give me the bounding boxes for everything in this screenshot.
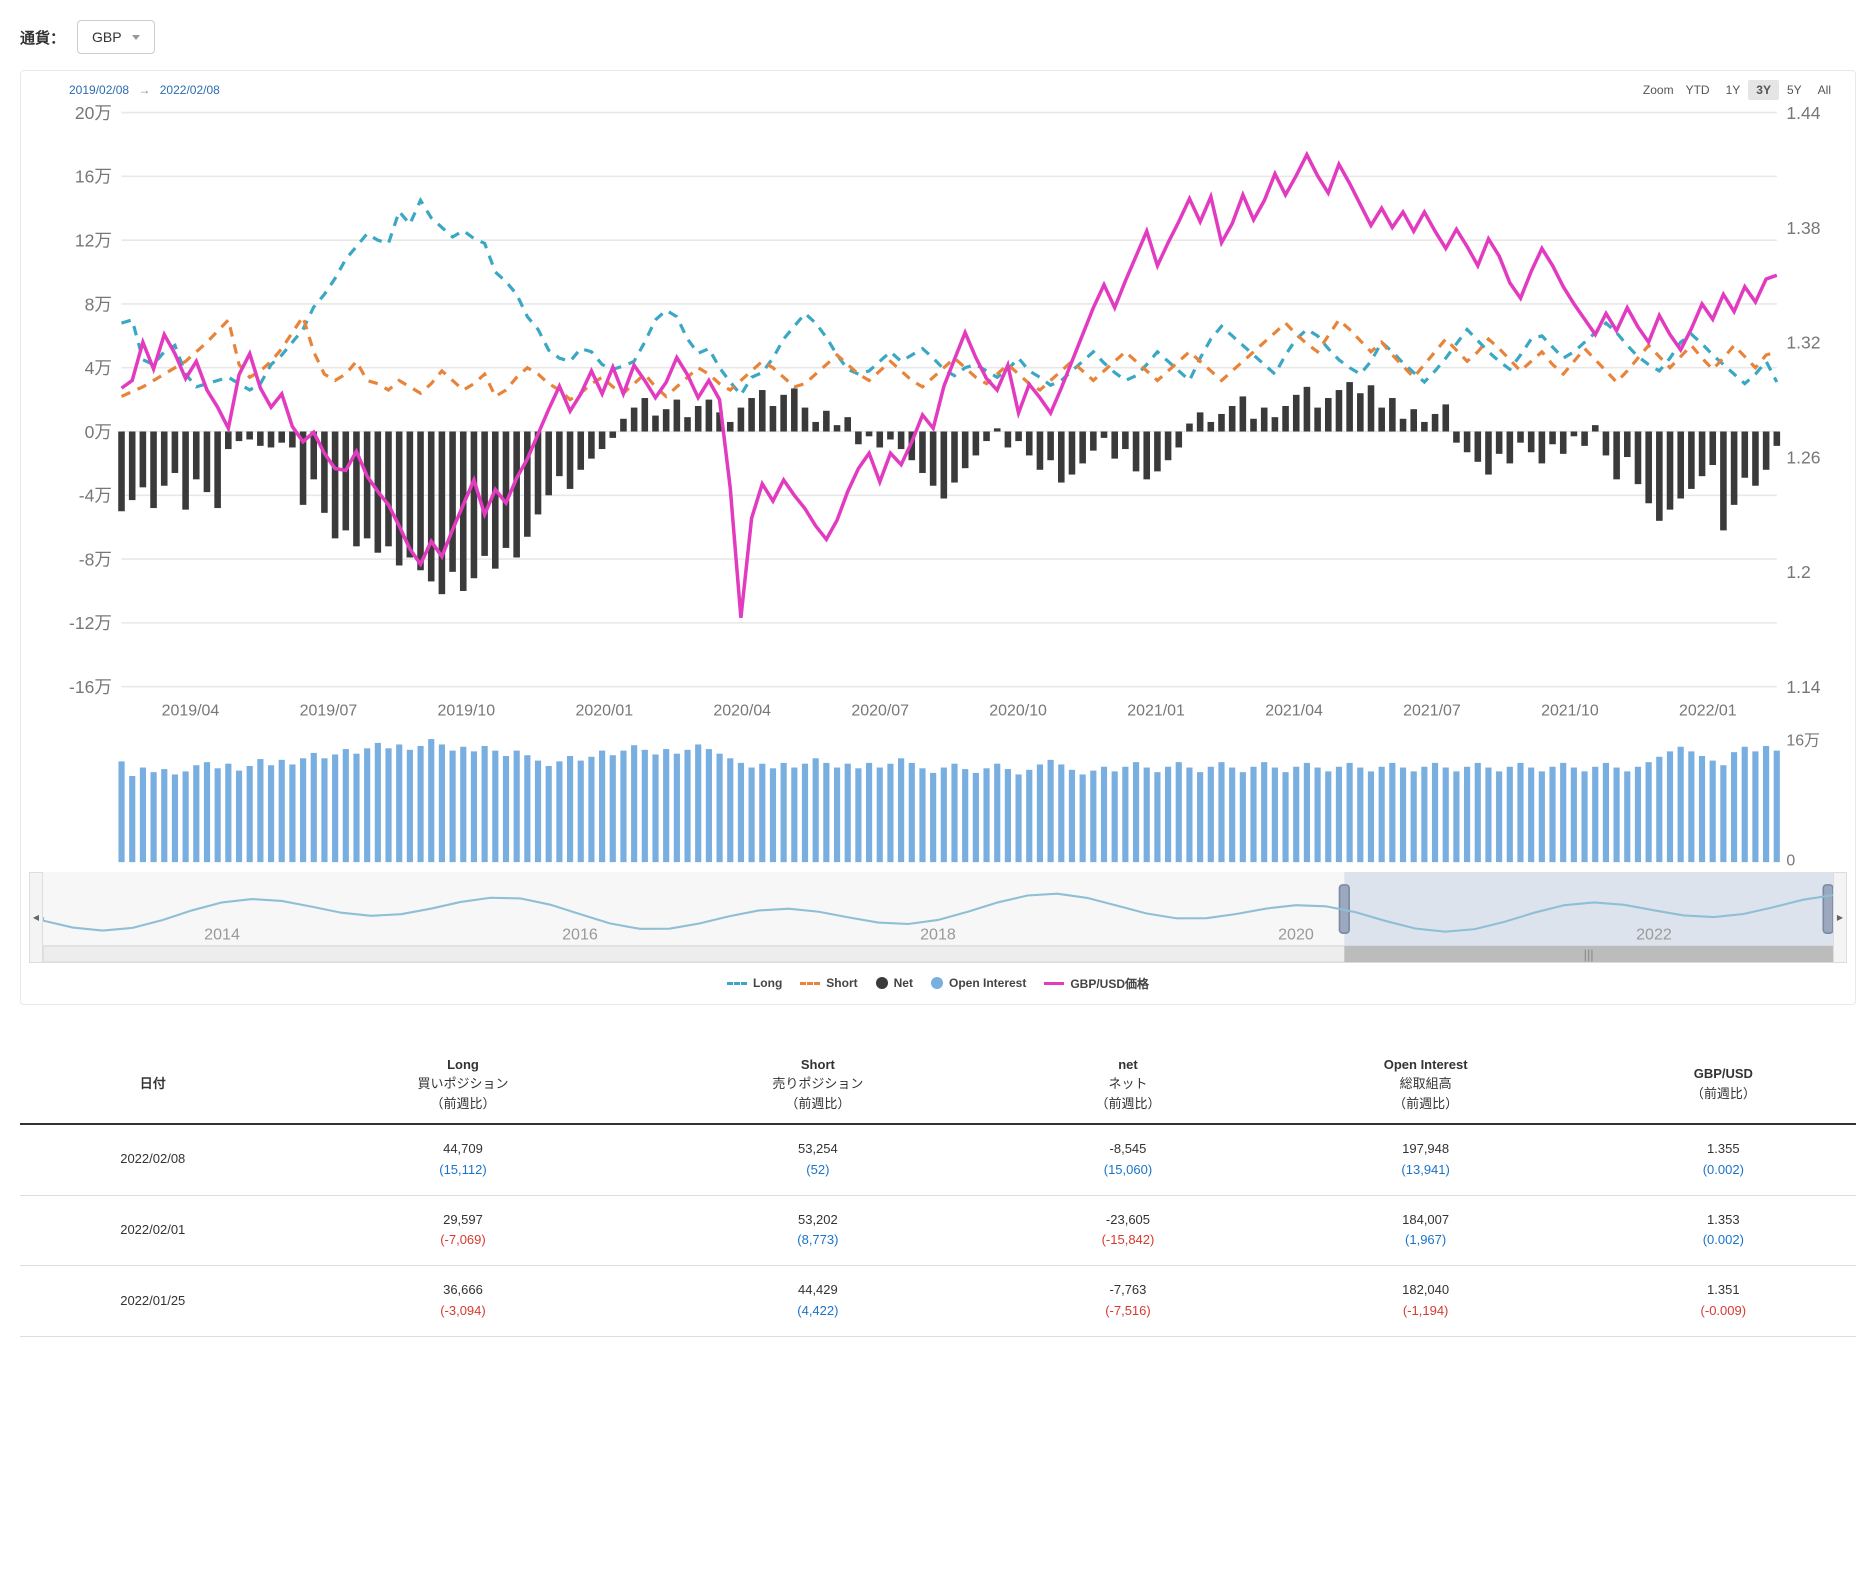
svg-text:-16万: -16万 [69,677,112,697]
svg-text:4万: 4万 [85,358,112,378]
svg-text:2022: 2022 [1636,926,1672,944]
arrow-right-icon: → [138,83,150,97]
svg-text:|||: ||| [1584,947,1594,962]
svg-text:2018: 2018 [920,926,956,944]
col-oi: Open Interest総取組高（前週比） [1261,1045,1591,1125]
svg-text:12万: 12万 [75,231,112,251]
legend-price[interactable]: GBP/USD価格 [1044,975,1149,992]
svg-text:2020/01: 2020/01 [575,702,633,719]
table-row: 2022/02/0129,597(-7,069)53,202(8,773)-23… [20,1195,1856,1266]
main-chart[interactable]: 20万 16万 12万 8万 4万 0万 -4万 -8万 -12万 -16万 1.44 1.38 1.3… [29,103,1847,725]
svg-text:1.32: 1.32 [1786,333,1820,353]
svg-text:1.14: 1.14 [1786,677,1820,697]
svg-text:2014: 2014 [204,926,240,944]
zoom-controls: Zoom YTD1Y3Y5YAll [1643,83,1839,97]
svg-text:16万: 16万 [75,167,112,187]
col-long: Long買いポジション（前週比） [286,1045,641,1125]
svg-text:2019/07: 2019/07 [300,702,358,719]
navigator-chart[interactable]: ||| 2014 2016 2018 2020 2022 [43,872,1833,962]
date-range: 2019/02/08 → 2022/02/08 [69,83,220,97]
svg-text:2020/10: 2020/10 [989,702,1047,719]
table-row: 2022/02/0844,709(15,112)53,254(52)-8,545… [20,1124,1856,1195]
svg-text:2019/10: 2019/10 [438,702,496,719]
svg-text:2016: 2016 [562,926,598,944]
legend-oi[interactable]: Open Interest [931,976,1026,990]
date-to[interactable]: 2022/02/08 [160,83,220,97]
svg-text:2022/01: 2022/01 [1679,702,1737,719]
svg-text:0: 0 [1786,852,1795,868]
legend-short[interactable]: Short [800,976,857,990]
svg-text:2020/04: 2020/04 [713,702,771,719]
svg-text:2020: 2020 [1278,926,1314,944]
currency-value: GBP [92,29,122,45]
col-price: GBP/USD（前週比） [1591,1045,1856,1125]
nav-right-icon[interactable]: ▶ [1833,872,1847,962]
zoom-all[interactable]: All [1810,80,1839,100]
currency-header: 通貨： GBP [20,20,1856,54]
svg-text:0万: 0万 [85,422,112,442]
svg-text:2021/01: 2021/01 [1127,702,1185,719]
zoom-label: Zoom [1643,83,1674,97]
svg-text:16万: 16万 [1786,732,1820,749]
navigator[interactable]: ◀ ||| 2014 2016 2018 2020 2022 ▶ [29,872,1847,962]
legend-net[interactable]: Net [876,976,913,990]
data-table: 日付Long買いポジション（前週比）Short売りポジション（前週比）netネッ… [20,1045,1856,1337]
svg-text:2021/04: 2021/04 [1265,702,1323,719]
col-short: Short売りポジション（前週比） [640,1045,995,1125]
svg-text:2021/07: 2021/07 [1403,702,1461,719]
zoom-1y[interactable]: 1Y [1718,80,1749,100]
zoom-5y[interactable]: 5Y [1779,80,1810,100]
zoom-ytd[interactable]: YTD [1678,80,1718,100]
svg-text:8万: 8万 [85,294,112,314]
open-interest-chart[interactable]: 16万 0 [29,725,1847,869]
svg-text:1.38: 1.38 [1786,218,1820,238]
chevron-down-icon [132,35,140,40]
date-from[interactable]: 2019/02/08 [69,83,129,97]
svg-text:20万: 20万 [75,103,112,123]
svg-text:-12万: -12万 [69,613,112,633]
legend: Long Short Net Open Interest GBP/USD価格 [29,963,1847,996]
legend-long[interactable]: Long [727,976,782,990]
table-row: 2022/01/2536,666(-3,094)44,429(4,422)-7,… [20,1266,1856,1337]
svg-text:-8万: -8万 [79,549,112,569]
zoom-3y[interactable]: 3Y [1748,80,1779,100]
col-date: 日付 [20,1045,286,1125]
currency-select[interactable]: GBP [77,20,155,54]
svg-text:-4万: -4万 [79,486,112,506]
svg-text:1.26: 1.26 [1786,447,1820,467]
chart-container: 2019/02/08 → 2022/02/08 Zoom YTD1Y3Y5YAl… [20,70,1856,1005]
svg-text:1.44: 1.44 [1786,103,1820,123]
col-net: netネット（前週比） [995,1045,1260,1125]
svg-text:1.2: 1.2 [1786,562,1810,582]
svg-text:2019/04: 2019/04 [162,702,220,719]
nav-left-icon[interactable]: ◀ [29,872,43,962]
svg-text:2021/10: 2021/10 [1541,702,1599,719]
svg-text:2020/07: 2020/07 [851,702,909,719]
currency-label: 通貨： [20,27,65,48]
